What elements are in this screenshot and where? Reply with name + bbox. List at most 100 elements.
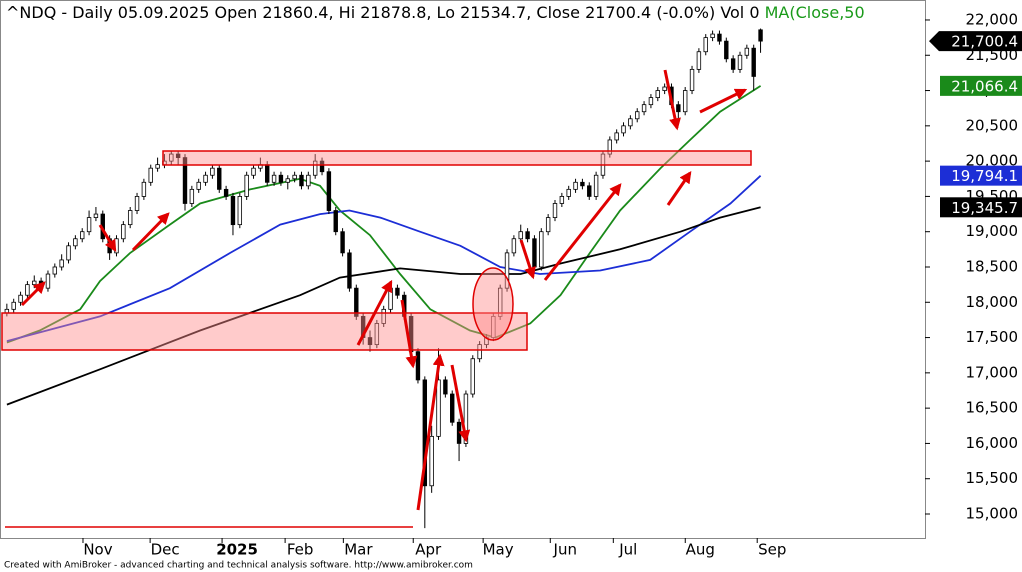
candle-body <box>703 37 708 53</box>
candle-body <box>32 280 37 286</box>
candle-body <box>559 196 565 204</box>
candle-body <box>463 393 469 444</box>
candle-body <box>354 287 359 317</box>
y-tick-label: 20,500 <box>966 116 1019 134</box>
y-tick-label: 20,000 <box>966 152 1019 170</box>
candle-body <box>518 231 523 240</box>
candle-body <box>251 167 256 176</box>
candle-body <box>73 238 78 247</box>
candle-body <box>593 174 599 197</box>
candle-body <box>182 157 188 204</box>
value-box-bg <box>940 197 1022 218</box>
candle-body <box>25 284 30 296</box>
candle-body <box>278 174 284 183</box>
candle-body <box>443 379 448 395</box>
candle-body <box>532 238 537 268</box>
candle-body <box>127 210 133 226</box>
x-tick-label: Nov <box>83 541 112 559</box>
moving-average-line <box>6 206 761 406</box>
candle-body <box>552 203 558 218</box>
candle-body <box>682 90 688 113</box>
candle-body <box>504 252 510 289</box>
candle-body <box>737 54 743 70</box>
candle-body <box>614 132 619 141</box>
candle-body <box>347 252 352 289</box>
candle-body <box>45 273 51 289</box>
candle-body <box>86 217 92 233</box>
value-box: 21,700.4 <box>929 31 1022 52</box>
candle-body <box>326 171 332 211</box>
arrow <box>543 183 622 281</box>
x-tick-label: Apr <box>415 541 442 559</box>
value-box: 19,794.1 <box>940 165 1022 186</box>
candle-body <box>114 238 119 254</box>
candle-body <box>744 47 750 56</box>
candle-body <box>189 188 195 204</box>
candle-body <box>11 301 16 310</box>
candle-body <box>333 210 338 233</box>
candle-body <box>169 153 174 162</box>
y-tick-label: 15,500 <box>966 469 1019 487</box>
y-tick-label: 18,500 <box>966 257 1019 275</box>
moving-average-line <box>6 175 762 342</box>
highlight-ellipse <box>472 267 514 341</box>
candle-body <box>148 167 153 183</box>
price-layer <box>4 28 763 529</box>
candle-body <box>18 294 23 303</box>
value-box: 19,345.7 <box>940 197 1022 218</box>
candle-body <box>648 97 654 106</box>
arrow <box>356 279 393 346</box>
candle-body <box>696 51 702 70</box>
candle-body <box>134 196 140 211</box>
candle-body <box>689 68 695 91</box>
candle-body <box>306 174 311 187</box>
y-tick-label: 17,000 <box>966 363 1019 381</box>
candle-body <box>141 181 147 197</box>
candle-body <box>511 238 517 254</box>
ma-label: MA(Close,50 <box>765 3 865 22</box>
candle-body <box>655 90 660 99</box>
candle-body <box>525 231 530 240</box>
x-tick-label: Mar <box>344 541 373 559</box>
candle-body <box>237 196 243 226</box>
candle-body <box>758 29 763 42</box>
candle-body <box>203 174 208 183</box>
candle-body <box>621 125 626 134</box>
x-tick-label: 2025 <box>216 541 258 559</box>
candle-body <box>388 287 393 310</box>
candle-body <box>80 231 85 240</box>
candle-body <box>470 358 475 395</box>
candle-body <box>587 185 592 197</box>
candle-body <box>285 178 290 183</box>
annotations <box>1 69 752 528</box>
candle-body <box>724 40 729 60</box>
candle-body <box>422 379 428 487</box>
candle-body <box>230 196 236 226</box>
candle-body <box>730 58 736 70</box>
candle-body <box>607 139 613 155</box>
candle-body <box>450 393 455 423</box>
arrow <box>450 364 471 443</box>
footer: Created with AmiBroker - advanced charti… <box>4 561 473 571</box>
candle-body <box>477 344 482 360</box>
y-tick-label: 19,000 <box>966 222 1019 240</box>
value-box-label: 21,066.4 <box>951 77 1018 95</box>
y-tick-label: 22,000 <box>966 10 1019 28</box>
x-tick-label: Jun <box>553 541 577 559</box>
candle-body <box>52 266 58 275</box>
resistance-zone <box>162 150 752 166</box>
chart-title: ^NDQ - Daily 05.09.2025 Open 21860.4, Hi… <box>6 3 760 22</box>
arrow <box>20 281 46 307</box>
candle-body <box>497 287 503 317</box>
x-tick-label: May <box>483 541 514 559</box>
title-line: ^NDQ - Daily 05.09.2025 Open 21860.4, Hi… <box>6 3 865 22</box>
candle-body <box>628 118 633 127</box>
candle-body <box>265 164 270 183</box>
candle-body <box>175 153 181 158</box>
arrow <box>131 212 170 252</box>
arrow <box>400 299 418 369</box>
candle-body <box>717 33 722 42</box>
arrow <box>416 353 445 511</box>
candle-body <box>676 104 681 113</box>
